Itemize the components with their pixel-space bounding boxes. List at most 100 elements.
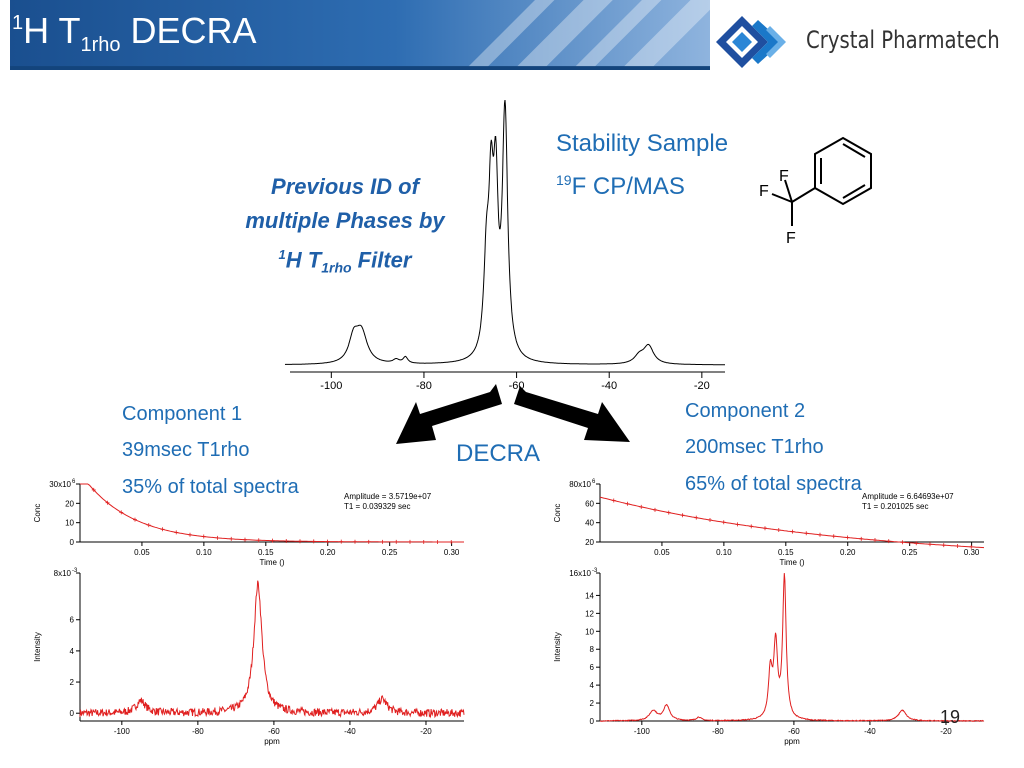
component1-t1rho: 39msec T1rho [122, 439, 250, 461]
y-tick-label: 0 [590, 717, 595, 726]
data-point [969, 544, 974, 549]
x-tick-label: 0.20 [840, 548, 856, 557]
y-tick-label: 10 [585, 627, 594, 636]
x-tick-label: -60 [788, 727, 800, 736]
data-point [707, 518, 712, 523]
sample-label: Stability Sample [556, 130, 729, 157]
spectrum-trace [79, 580, 465, 719]
page-number: 19 [940, 707, 961, 727]
data-point [119, 510, 124, 515]
data-point [366, 539, 371, 544]
data-point [91, 487, 96, 492]
component1-fraction: 35% of total spectra [122, 476, 299, 498]
x-tick-label: 0.25 [382, 548, 398, 557]
x-tick-label: -20 [420, 727, 432, 736]
x-tick-label: 0.05 [654, 548, 670, 557]
data-point [187, 532, 192, 537]
data-point [311, 539, 316, 544]
data-point [325, 539, 330, 544]
data-point [845, 535, 850, 540]
component1-decay-chart: 0.05 0.10 0.15 0.20 0.25 0.30 Time () 0 10 20 30x1… [33, 479, 464, 567]
y-tick-label: 60 [585, 499, 594, 508]
x-axis-label: ppm [784, 737, 800, 746]
y-tick-label: 14 [585, 591, 594, 600]
y-tick-label: 4 [70, 647, 75, 656]
x-tick-label: 0.15 [778, 548, 794, 557]
x-axis-label: Time () [259, 558, 284, 567]
x-tick-label: 0.10 [716, 548, 732, 557]
x-tick-label: -60 [268, 727, 280, 736]
trifluoromethylbenzene-structure-icon: F F F [759, 136, 872, 247]
component1-title: Component 1 [122, 403, 243, 425]
x-tick-label: -100 [114, 727, 131, 736]
data-point [625, 501, 630, 506]
data-point [941, 543, 946, 548]
fluorine-atom-2: F [759, 183, 769, 200]
y-top-tick-label: 80x10 [569, 480, 591, 489]
x-tick-label: -40 [344, 727, 356, 736]
x-tick-label: 0.10 [196, 548, 212, 557]
fluorine-atom-1: F [779, 168, 789, 185]
main-spectrum-chart: -100 -80 -60 -40 -20 [284, 100, 725, 392]
previous-id-note: Previous ID of multiple Phases by 1H T1r… [245, 174, 445, 276]
data-point [762, 526, 767, 531]
slide-title: 1H T1rho DECRA [12, 10, 257, 57]
y-tick-label: 10 [65, 519, 74, 528]
y-axis-label: Intensity [33, 632, 42, 662]
data-point [914, 541, 919, 546]
data-point [449, 539, 454, 544]
x-axis-label: ppm [264, 737, 280, 746]
data-point [666, 510, 671, 515]
data-point [886, 539, 891, 544]
data-point [831, 534, 836, 539]
x-tick-label: -40 [601, 380, 617, 392]
data-point [394, 539, 399, 544]
data-point [256, 538, 261, 543]
data-point [680, 513, 685, 518]
data-point [735, 522, 740, 527]
y-top-tick-label: 8x10 [54, 569, 72, 578]
data-point [435, 539, 440, 544]
y-top-tick-label: 30x10 [49, 480, 71, 489]
data-point [215, 535, 220, 540]
data-point [694, 515, 699, 520]
data-point [859, 536, 864, 541]
title-banner [10, 0, 710, 70]
x-tick-label: -80 [416, 380, 432, 392]
fit-t1: T1 = 0.201025 sec [862, 502, 929, 511]
data-point [160, 527, 165, 532]
y-top-tick-label: 16x10 [569, 569, 591, 578]
data-point [174, 530, 179, 535]
company-name: Crystal Pharmatech [806, 26, 1000, 54]
data-point [229, 536, 234, 541]
data-point [132, 517, 137, 522]
x-tick-label: -100 [320, 380, 342, 392]
y-tick-label: 20 [585, 538, 594, 547]
data-point [242, 537, 247, 542]
data-point [955, 544, 960, 549]
x-tick-label: 0.30 [444, 548, 460, 557]
y-tick-label: 0 [70, 709, 75, 718]
data-point [817, 532, 822, 537]
data-point [297, 539, 302, 544]
y-top-tick-exponent: 6 [72, 479, 76, 485]
data-point [407, 539, 412, 544]
y-tick-label: 12 [585, 609, 594, 618]
crystal-diamond-logo-icon [716, 16, 786, 68]
data-point [421, 539, 426, 544]
data-point [201, 534, 206, 539]
y-tick-label: 0 [70, 538, 75, 547]
y-top-tick-exponent: -3 [592, 568, 598, 574]
data-point [146, 523, 151, 528]
component1-spectrum-chart: -100 -80 -60 -40 -20 ppm 0 2 4 6 8x10 -3 Intensity [33, 568, 465, 746]
x-axis-label: Time () [779, 558, 804, 567]
y-tick-label: 20 [65, 499, 74, 508]
decra-label: DECRA [456, 440, 541, 467]
sample-method: 19F CP/MAS [556, 172, 685, 200]
data-point [749, 524, 754, 529]
y-axis-label: Intensity [553, 632, 562, 662]
spectrum-trace [284, 100, 725, 366]
x-tick-label: -80 [712, 727, 724, 736]
fluorine-atom-3: F [786, 230, 796, 247]
x-tick-label: 0.25 [902, 548, 918, 557]
